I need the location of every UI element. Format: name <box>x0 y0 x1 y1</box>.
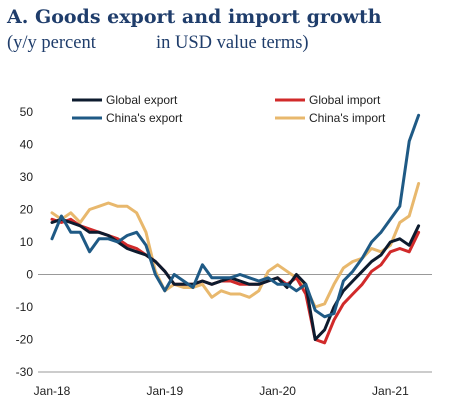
y-tick-label: -30 <box>16 365 34 379</box>
y-tick-label: 10 <box>20 235 34 249</box>
series-line-global-export <box>50 217 421 341</box>
legend-label: Global import <box>309 93 381 107</box>
x-tick-label: Jan-19 <box>146 384 183 398</box>
x-tick-label: Jan-18 <box>34 384 71 398</box>
y-tick-label: 0 <box>26 268 33 282</box>
y-tick-label: -20 <box>16 333 34 347</box>
legend-label: Global export <box>106 93 178 107</box>
series-line-china-s-export <box>50 113 421 319</box>
legend-label: China's export <box>106 111 183 125</box>
y-tick-label: 20 <box>20 203 34 217</box>
x-tick-label: Jan-20 <box>259 384 296 398</box>
y-tick-label: -10 <box>16 300 34 314</box>
series-line-china-s-import <box>50 182 421 309</box>
chart-title: A. Goods export and import growth <box>7 6 382 28</box>
legend-label: China's import <box>309 111 386 125</box>
legend: Global export Global import China's export… <box>72 93 386 125</box>
y-tick-label: 50 <box>20 105 34 119</box>
axes: -30 -20 -10 0 10 20 30 40 50 Jan-18 Jan-19 Jan-20 Ja… <box>16 105 432 398</box>
y-tick-label: 40 <box>20 138 34 152</box>
y-tick-label: 30 <box>20 170 34 184</box>
chart-subtitle: (y/y percent in USD value terms) <box>7 33 309 53</box>
series-lines <box>50 113 421 345</box>
x-tick-label: Jan-21 <box>372 384 409 398</box>
